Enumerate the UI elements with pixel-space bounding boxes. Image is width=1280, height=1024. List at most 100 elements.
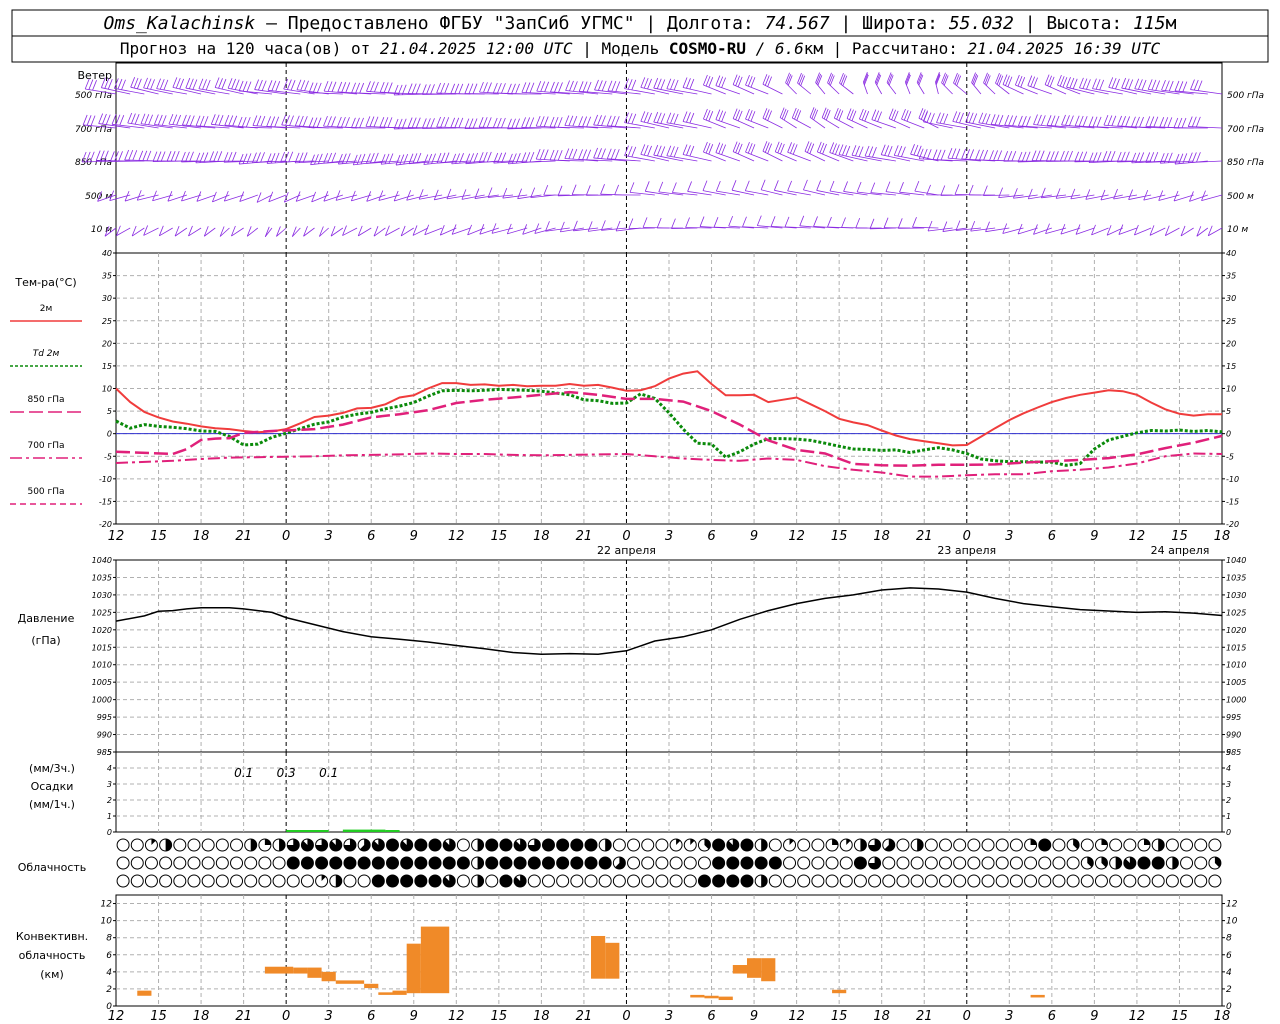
cloud-cover-fill [726, 857, 739, 869]
conv-tick-label: 2 [1226, 985, 1232, 995]
wind-barb-feather [161, 115, 167, 126]
wind-barb-feather [705, 142, 711, 154]
wind-barb-feather [1125, 116, 1131, 127]
wind-barb-feather [266, 153, 272, 164]
time-axis-label-bottom: 3 [1005, 1009, 1013, 1024]
wind-barb-feather [624, 112, 629, 123]
wind-barb [846, 118, 868, 129]
precip-title: Осадки [31, 780, 74, 793]
wind-barb-feather [412, 153, 418, 164]
temp-tick-label: -5 [104, 452, 112, 461]
cloud-cover-symbol [967, 874, 981, 888]
wind-barb-feather [130, 77, 136, 88]
cloud-cover-fill [761, 839, 768, 851]
convective-bar [732, 965, 747, 974]
wind-barb-feather [525, 82, 531, 93]
wind-barb [131, 227, 145, 237]
wind-barb-feather [351, 82, 356, 93]
wind-barb [787, 190, 811, 196]
wind-barb [732, 118, 755, 129]
pressure-tick-label: 1040 [1226, 556, 1246, 565]
wind-barb-feather [708, 77, 714, 88]
convective-bar [704, 995, 719, 999]
wind-barb-feather [1002, 74, 1008, 85]
wind-barb-feather [506, 223, 512, 234]
wind-barb-feather [507, 83, 512, 94]
wind-barb [1189, 194, 1208, 202]
wind-barb [188, 227, 202, 237]
wind-barb [899, 191, 925, 196]
wind-barb-feather [1079, 77, 1084, 89]
wind-barb-feather [932, 149, 938, 160]
wind-barb-feather [97, 191, 102, 202]
wind-barb-feather [148, 114, 153, 125]
wind-barb-feather [901, 146, 906, 157]
conv-tick-label: 8 [1226, 934, 1232, 944]
wind-barb-feather [1013, 188, 1018, 199]
temp-tick-label: 40 [102, 249, 112, 258]
wind-barb [886, 82, 897, 95]
wind-barb-feather [935, 73, 941, 84]
wind-barb-feather [1045, 151, 1051, 162]
wind-barb-feather [629, 182, 635, 193]
cloud-cover-fill [570, 839, 583, 851]
convective-bar [746, 958, 762, 978]
cloud-cover-fill [429, 875, 442, 887]
cloud-cover-symbol [811, 874, 825, 888]
wind-barb [487, 194, 514, 198]
cloud-cover-fill [755, 857, 768, 869]
wind-barb-feather [232, 115, 238, 126]
wind-barb-feather [1106, 151, 1112, 162]
wind-barb-feather [1106, 225, 1112, 236]
wind-barb-feather [1070, 188, 1076, 199]
wind-barb [1196, 227, 1209, 237]
wind-barb [942, 227, 967, 232]
cloud-cover-symbol [1123, 874, 1137, 888]
wind-barb-feather [1017, 223, 1023, 235]
wind-barb-feather [276, 226, 281, 237]
wind-barb-feather [849, 109, 854, 120]
wind-barb-feather [86, 115, 92, 126]
wind-barb-feather [1149, 225, 1155, 236]
wind-barb-feather [893, 110, 899, 122]
wind-barb [406, 194, 429, 201]
wind-barb [745, 151, 769, 162]
wind-barb-feather [218, 115, 224, 126]
wind-barb-feather [1173, 117, 1179, 129]
wind-barb-feather [291, 226, 297, 237]
cloud-cover-symbol [853, 874, 867, 888]
wind-barb-feather [515, 118, 520, 129]
wind-barb-feather [337, 81, 343, 93]
wind-barb [1165, 227, 1180, 236]
wind-barb-feather [393, 84, 399, 96]
wind-barb-feather [764, 109, 770, 120]
wind-barb-feather [998, 115, 1004, 126]
wind-barb-feather [140, 113, 146, 124]
cloud-cover-symbol [924, 874, 938, 888]
cloud-cover-symbol [1180, 838, 1194, 852]
cloud-cover-fill [1030, 839, 1037, 845]
precip-tick-label: 0 [107, 828, 112, 837]
time-axis-label: 15 [831, 529, 848, 544]
wind-barb-feather [1017, 115, 1023, 127]
wind-barb-feather [440, 152, 446, 163]
cloud-cover-symbol [1109, 874, 1123, 888]
wind-barb-feather [1003, 151, 1009, 162]
wind-barb-feather [942, 73, 948, 85]
wind-barb [687, 191, 712, 196]
cloud-cover-symbol [144, 874, 158, 888]
wind-barb-feather [1174, 153, 1180, 165]
wind-barb-feather [926, 149, 932, 160]
wind-barb-feather [366, 191, 372, 202]
wind-barb-feather [1005, 75, 1010, 86]
wind-barb [276, 227, 287, 237]
cloud-cover-symbol [215, 856, 229, 870]
wind-barb-feather [154, 114, 159, 125]
pressure-tick-label: 995 [1226, 713, 1241, 722]
wind-barb-feather [1141, 79, 1147, 91]
wind-barb-feather [231, 225, 236, 237]
pressure-unit: (гПа) [31, 634, 60, 647]
cloud-cover-fill [1172, 857, 1179, 869]
time-axis-label-bottom: 9 [750, 1009, 758, 1024]
wind-barb-feather [597, 80, 603, 91]
